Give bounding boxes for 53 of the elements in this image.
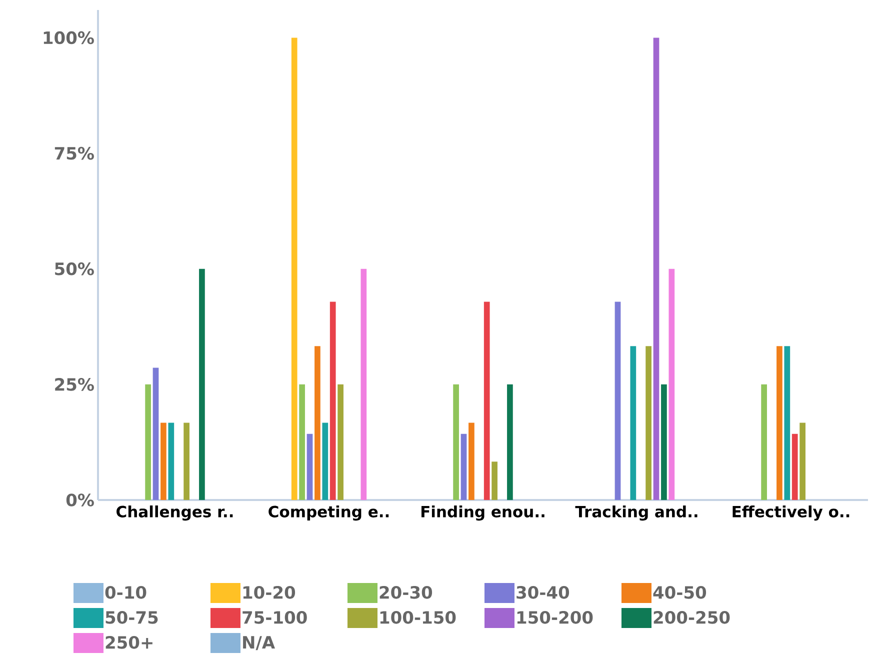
bar bbox=[784, 346, 790, 500]
legend-label: 10-20 bbox=[243, 586, 296, 599]
bar bbox=[653, 38, 660, 500]
legend-label: 100-150 bbox=[380, 610, 456, 624]
x-tick-label: Competing e.. bbox=[268, 505, 389, 521]
legend-label: 75-100 bbox=[242, 610, 307, 624]
bar bbox=[291, 38, 298, 500]
bar bbox=[152, 368, 159, 500]
bar bbox=[614, 302, 621, 500]
bar bbox=[199, 268, 205, 500]
bar bbox=[338, 384, 344, 500]
bar bbox=[299, 384, 305, 500]
bar bbox=[322, 422, 328, 500]
x-tick-label: Finding enou.. bbox=[421, 505, 544, 521]
bar bbox=[468, 422, 474, 500]
legend-label: 30-40 bbox=[516, 586, 570, 599]
y-tick-label: 0% bbox=[66, 494, 94, 506]
bar bbox=[646, 346, 652, 500]
bar bbox=[661, 384, 667, 500]
bar bbox=[360, 268, 367, 500]
legend-label: 0-10 bbox=[105, 586, 146, 599]
bar bbox=[306, 434, 313, 500]
y-tick-label: 50% bbox=[55, 262, 94, 276]
legend-label: 250+ bbox=[106, 636, 152, 649]
bar bbox=[314, 346, 320, 500]
bar bbox=[668, 268, 675, 500]
bar bbox=[792, 434, 798, 500]
legend-label: 200-250 bbox=[654, 610, 730, 624]
legend-label: N/A bbox=[243, 636, 275, 650]
bar bbox=[168, 422, 174, 500]
legend-label: 40-50 bbox=[653, 586, 706, 599]
bar bbox=[507, 384, 513, 500]
x-tick-label: Effectively o.. bbox=[732, 505, 850, 521]
bar bbox=[453, 384, 459, 500]
y-tick-label: 100% bbox=[44, 31, 94, 44]
y-tick-label: 75% bbox=[54, 146, 94, 160]
x-tick-label: Tracking and.. bbox=[575, 505, 698, 521]
bar bbox=[145, 384, 151, 500]
bar bbox=[184, 422, 190, 500]
bar bbox=[776, 346, 782, 500]
bar bbox=[160, 422, 166, 500]
bar bbox=[492, 462, 498, 500]
y-tick-label: 25% bbox=[55, 378, 94, 391]
bar bbox=[630, 346, 636, 500]
bar bbox=[330, 302, 336, 500]
bar bbox=[761, 384, 767, 500]
legend-label: 20-30 bbox=[380, 586, 432, 599]
legend-label: 50-75 bbox=[106, 610, 158, 624]
bar bbox=[460, 434, 467, 500]
bar bbox=[484, 302, 490, 500]
legend-label: 150-200 bbox=[517, 610, 593, 624]
bar bbox=[800, 422, 806, 500]
x-tick-label: Challenges r.. bbox=[116, 505, 233, 521]
